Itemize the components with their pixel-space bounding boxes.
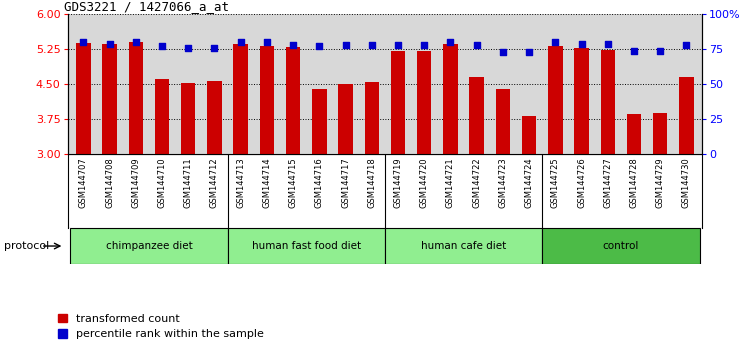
Text: GSM144727: GSM144727 [603, 158, 612, 209]
Bar [627, 114, 641, 154]
Text: GSM144710: GSM144710 [158, 158, 167, 209]
Point [471, 42, 483, 48]
Point [523, 49, 535, 55]
Text: GSM144717: GSM144717 [341, 158, 350, 209]
Bar [548, 46, 562, 154]
Point [654, 48, 666, 53]
Point [130, 39, 142, 45]
Bar [417, 51, 431, 154]
Bar [286, 47, 300, 154]
Point [104, 41, 116, 46]
Text: protocol: protocol [4, 241, 49, 251]
Point [602, 41, 614, 46]
Point [366, 42, 378, 48]
Text: GSM144728: GSM144728 [629, 158, 638, 209]
Text: GSM144725: GSM144725 [550, 158, 559, 209]
Point [234, 39, 246, 45]
Bar [496, 89, 510, 154]
Bar [260, 46, 274, 154]
Bar [312, 89, 327, 154]
Bar [70, 228, 228, 264]
Text: GSM144720: GSM144720 [420, 158, 429, 209]
Bar [155, 79, 169, 154]
Text: chimpanzee diet: chimpanzee diet [105, 241, 192, 251]
Bar [385, 228, 542, 264]
Text: GSM144730: GSM144730 [682, 158, 691, 209]
Point [549, 39, 561, 45]
Bar [76, 43, 91, 154]
Text: GSM144729: GSM144729 [656, 158, 665, 209]
Point [261, 39, 273, 45]
Text: GSM144707: GSM144707 [79, 158, 88, 209]
Text: GSM144726: GSM144726 [577, 158, 586, 209]
Text: GSM144712: GSM144712 [210, 158, 219, 209]
Text: control: control [603, 241, 639, 251]
Point [418, 42, 430, 48]
Text: GSM144722: GSM144722 [472, 158, 481, 209]
Point [209, 45, 221, 51]
Bar [679, 77, 694, 154]
Point [575, 41, 587, 46]
Point [313, 44, 325, 49]
Text: GSM144709: GSM144709 [131, 158, 140, 209]
Text: GSM144715: GSM144715 [288, 158, 297, 209]
Bar [391, 51, 406, 154]
Text: GSM144723: GSM144723 [499, 158, 508, 209]
Text: human cafe diet: human cafe diet [421, 241, 506, 251]
Bar [575, 48, 589, 154]
Point [680, 42, 692, 48]
Bar [339, 84, 353, 154]
Bar [522, 116, 536, 154]
Point [182, 45, 195, 51]
Bar [653, 113, 668, 154]
Text: GSM144708: GSM144708 [105, 158, 114, 209]
Text: GSM144711: GSM144711 [184, 158, 193, 209]
Text: human fast food diet: human fast food diet [252, 241, 360, 251]
Text: GSM144716: GSM144716 [315, 158, 324, 209]
Bar [364, 82, 379, 154]
Bar [601, 50, 615, 154]
Bar [469, 76, 484, 154]
Text: GSM144724: GSM144724 [525, 158, 534, 209]
Bar [128, 42, 143, 154]
Bar [102, 45, 116, 154]
Point [497, 49, 509, 55]
Bar [234, 45, 248, 154]
Point [287, 42, 299, 48]
Text: GSM144718: GSM144718 [367, 158, 376, 209]
Point [445, 39, 457, 45]
Bar [228, 228, 385, 264]
Bar [542, 228, 700, 264]
Text: GSM144714: GSM144714 [262, 158, 271, 209]
Point [156, 44, 168, 49]
Text: GSM144721: GSM144721 [446, 158, 455, 209]
Text: GSM144719: GSM144719 [394, 158, 403, 209]
Point [628, 48, 640, 53]
Legend: transformed count, percentile rank within the sample: transformed count, percentile rank withi… [58, 314, 264, 339]
Text: GSM144713: GSM144713 [236, 158, 245, 209]
Point [77, 39, 89, 45]
Point [392, 42, 404, 48]
Bar [181, 83, 195, 154]
Bar [443, 44, 457, 154]
Text: GDS3221 / 1427066_a_at: GDS3221 / 1427066_a_at [65, 0, 229, 13]
Bar [207, 81, 222, 154]
Point [339, 42, 351, 48]
